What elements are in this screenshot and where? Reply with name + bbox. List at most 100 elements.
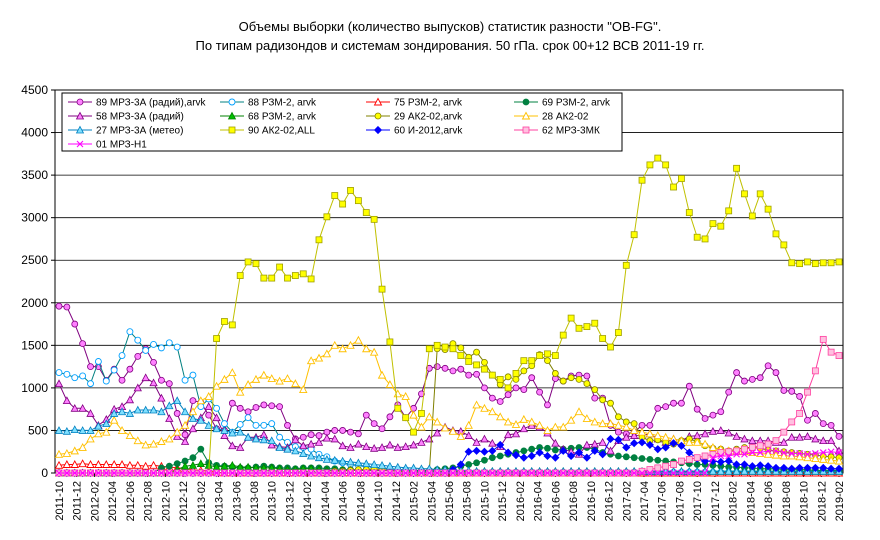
x-tick-label: 2016-06 <box>550 481 562 521</box>
series-4-point <box>795 432 804 441</box>
series-4-point <box>173 432 182 440</box>
series-9-point <box>622 261 630 269</box>
legend-marker <box>76 98 84 106</box>
series-11-point <box>827 348 835 356</box>
legend-item-8: 27 МРЗ-3А (метео) <box>68 126 183 137</box>
series-12-point <box>276 469 283 477</box>
series-0-point <box>260 401 268 409</box>
series-9-point <box>741 190 748 198</box>
series-4-point <box>811 434 820 443</box>
series-12-point <box>685 469 693 477</box>
series-9-point <box>678 175 685 182</box>
series-12-point <box>551 469 559 477</box>
series-7-point <box>629 425 639 434</box>
x-tick-label: 2017-12 <box>710 481 722 521</box>
series-7-point <box>771 450 781 459</box>
series-2-point <box>125 460 135 469</box>
series-12-point <box>796 450 803 457</box>
series-4-point <box>732 432 741 440</box>
series-0-point <box>678 399 685 407</box>
series-3-point <box>473 459 480 467</box>
series-7-point <box>692 437 702 446</box>
series-10-point <box>787 464 796 473</box>
series-7-point <box>811 454 820 462</box>
legend-label: 88 РЗМ-2, arvk <box>248 98 317 109</box>
series-10-point <box>511 451 521 460</box>
legend-marker <box>373 97 383 106</box>
series-4-point <box>188 424 198 433</box>
series-8-point <box>62 426 72 435</box>
chart-title-line-2: По типам радизондов и системам зондирова… <box>196 38 705 53</box>
legend-marker <box>228 98 236 106</box>
series-11-point <box>780 428 788 436</box>
series-12-point <box>244 469 252 477</box>
series-8-point <box>338 456 347 465</box>
series-9-point <box>780 241 788 249</box>
series-7-point <box>432 417 442 426</box>
series-12-point <box>599 469 607 477</box>
series-1-point <box>244 414 252 422</box>
series-7-point <box>456 431 466 440</box>
series-1-point <box>55 369 63 377</box>
legend-label: 28 АК2-02 <box>542 112 589 123</box>
legend-label: 89 МРЗ-3А (радий),arvk <box>96 98 207 109</box>
series-7-point <box>763 449 773 458</box>
legend-item-7: 28 АК2-02 <box>514 112 589 123</box>
series-1-point <box>181 376 189 384</box>
legend-label: 69 РЗМ-2, arvk <box>542 98 611 109</box>
series-10-point <box>740 460 749 469</box>
x-tick-label: 2015-12 <box>497 481 509 521</box>
series-12-point <box>811 450 819 457</box>
series-12-point <box>189 469 197 477</box>
series-4-point <box>291 435 300 444</box>
series-12-point <box>95 469 102 477</box>
series-3-point <box>520 447 528 455</box>
series-12-point <box>772 447 780 455</box>
series-12-point <box>819 449 827 456</box>
legend-item-0: 89 МРЗ-3А (радий),arvk <box>68 98 207 109</box>
series-4-point <box>369 443 379 452</box>
series-12-point <box>370 469 378 477</box>
series-1-point <box>110 366 118 374</box>
series-4-point <box>503 430 513 439</box>
series-0-point <box>284 421 291 429</box>
series-2-point <box>78 459 87 468</box>
series-12-point <box>544 469 551 477</box>
y-tick-label: 1000 <box>21 381 48 395</box>
series-12-point <box>386 469 394 477</box>
series-8-point <box>94 421 103 430</box>
series-7-point <box>180 420 190 429</box>
x-tick-label: 2013-12 <box>284 481 296 521</box>
series-1-point <box>150 341 157 348</box>
y-tick-label: 500 <box>28 423 48 437</box>
series-7-point <box>78 443 87 451</box>
series-6-point <box>591 386 599 393</box>
series-7-point <box>141 440 150 449</box>
series-7-point <box>133 436 143 445</box>
series-0-point <box>717 408 725 416</box>
x-tick-label: 2018-08 <box>781 481 793 521</box>
series-9-point <box>418 410 425 417</box>
series-0-point <box>134 352 142 360</box>
series-9-point <box>299 270 307 278</box>
series-7-point <box>125 431 135 440</box>
series-4-point <box>582 440 592 449</box>
series-5-point <box>196 459 205 468</box>
series-11-point <box>819 335 827 343</box>
series-8-point <box>109 409 119 417</box>
series-3-point <box>544 444 551 452</box>
series-1-point <box>71 374 79 382</box>
series-0-point <box>228 399 236 407</box>
series-9-point <box>481 365 488 373</box>
series-4-line <box>58 377 840 455</box>
series-9-point <box>591 319 599 327</box>
series-11-point <box>748 444 756 451</box>
series-7-point <box>157 437 166 445</box>
series-7-point <box>70 446 80 455</box>
series-12-point <box>402 469 410 477</box>
series-0-point <box>158 376 165 384</box>
series-0-point <box>583 372 591 380</box>
series-4-point <box>519 424 529 433</box>
series-10-point <box>504 448 513 457</box>
series-10-point <box>472 446 481 455</box>
